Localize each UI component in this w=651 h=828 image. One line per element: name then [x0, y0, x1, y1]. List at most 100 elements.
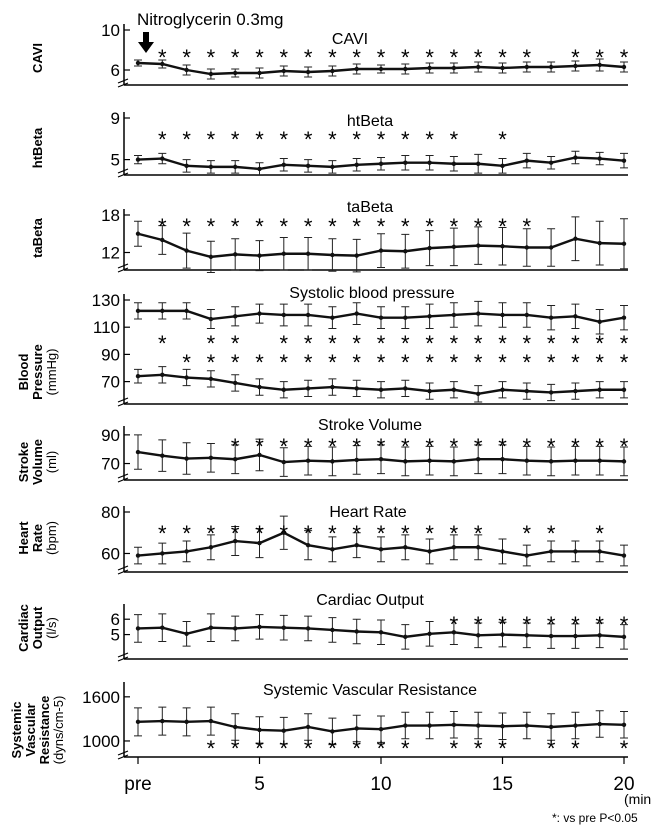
data-point — [378, 315, 384, 320]
data-point — [500, 457, 505, 462]
data-point — [573, 633, 578, 639]
y-tick-label: 6 — [111, 61, 120, 80]
data-point — [476, 723, 481, 728]
data-point — [208, 316, 214, 322]
significance-marker: * — [328, 45, 337, 70]
significance-marker: * — [352, 45, 361, 70]
data-point — [257, 70, 262, 76]
significance-marker: * — [304, 127, 313, 152]
data-point — [208, 545, 214, 550]
data-point — [597, 240, 602, 246]
data-point — [427, 631, 432, 637]
significance-marker: * — [352, 350, 361, 375]
data-point — [354, 66, 359, 72]
significance-marker: * — [328, 214, 337, 239]
data-point — [476, 64, 481, 70]
data-point — [135, 60, 141, 66]
data-point — [500, 632, 505, 637]
significance-marker: * — [595, 521, 604, 546]
significance-marker: * — [595, 331, 604, 356]
significance-marker: * — [474, 331, 483, 356]
data-point — [184, 549, 189, 554]
data-point — [403, 723, 408, 728]
significance-marker: * — [328, 434, 337, 459]
significance-marker: * — [498, 331, 507, 356]
data-point — [597, 633, 602, 638]
axis-break-icon — [117, 652, 129, 662]
data-point — [524, 312, 529, 318]
data-point — [524, 158, 529, 163]
data-point — [524, 458, 529, 463]
significance-marker: * — [182, 214, 191, 239]
significance-marker: * — [304, 214, 313, 239]
significance-marker: * — [547, 736, 556, 761]
data-point — [403, 160, 408, 165]
significance-marker: * — [255, 736, 264, 761]
axis-break-icon — [117, 168, 129, 178]
data-point — [524, 723, 529, 728]
data-point — [524, 633, 529, 638]
significance-marker: * — [595, 350, 604, 375]
y-axis-label: SystemicVascularResistance(dyns/cm-5) — [9, 696, 66, 765]
significance-marker: * — [280, 331, 289, 356]
significance-marker: * — [474, 214, 483, 239]
y-tick-label: 90 — [101, 426, 120, 445]
data-point — [257, 727, 262, 733]
data-point — [135, 231, 141, 236]
data-point — [330, 729, 335, 734]
significance-marker: * — [425, 45, 434, 70]
significance-marker: * — [620, 350, 629, 375]
significance-marker: * — [158, 521, 167, 546]
significance-marker: * — [401, 331, 410, 356]
y-tick-label: 1600 — [82, 688, 120, 707]
x-axis-unit: (min.) — [624, 791, 651, 807]
significance-marker: * — [425, 350, 434, 375]
x-tick-label: 5 — [254, 774, 265, 795]
data-point — [427, 458, 432, 463]
significance-marker: * — [255, 45, 264, 70]
significance-marker: * — [158, 127, 167, 152]
data-point — [354, 311, 359, 316]
y-tick-label: 6 — [111, 610, 120, 629]
data-point — [427, 245, 432, 251]
significance-marker: * — [401, 736, 410, 761]
data-point — [621, 64, 627, 70]
significance-marker: * — [182, 127, 191, 152]
panel-title: Stroke Volume — [318, 417, 422, 434]
panel-title: Cardiac Output — [316, 592, 424, 609]
series-0 — [134, 706, 628, 746]
data-point — [451, 630, 457, 635]
series-0 — [134, 58, 628, 80]
data-point — [160, 237, 165, 243]
significance-marker: * — [474, 736, 483, 761]
data-point — [476, 633, 481, 638]
data-point — [305, 69, 311, 75]
data-point — [354, 629, 359, 634]
significance-marker: * — [231, 736, 240, 761]
data-point — [257, 540, 262, 546]
panel-title: CAVI — [332, 31, 368, 48]
data-point — [573, 549, 578, 554]
series-0 — [134, 515, 628, 567]
significance-marker: * — [401, 521, 410, 546]
data-point — [573, 155, 578, 160]
significance-marker: * — [595, 434, 604, 459]
significance-marker: * — [231, 214, 240, 239]
significance-marker: * — [523, 521, 532, 546]
significance-marker: * — [498, 45, 507, 70]
data-point — [378, 248, 384, 253]
significance-marker: * — [498, 214, 507, 239]
data-point — [548, 245, 554, 250]
data-point — [573, 314, 578, 319]
data-point — [208, 455, 214, 460]
significance-marker: * — [620, 45, 629, 70]
significance-marker: * — [450, 521, 459, 546]
significance-marker: * — [352, 521, 361, 546]
x-tick-label: 15 — [492, 774, 513, 795]
data-point — [184, 631, 189, 637]
data-point — [451, 387, 457, 392]
significance-marker: * — [158, 331, 167, 356]
